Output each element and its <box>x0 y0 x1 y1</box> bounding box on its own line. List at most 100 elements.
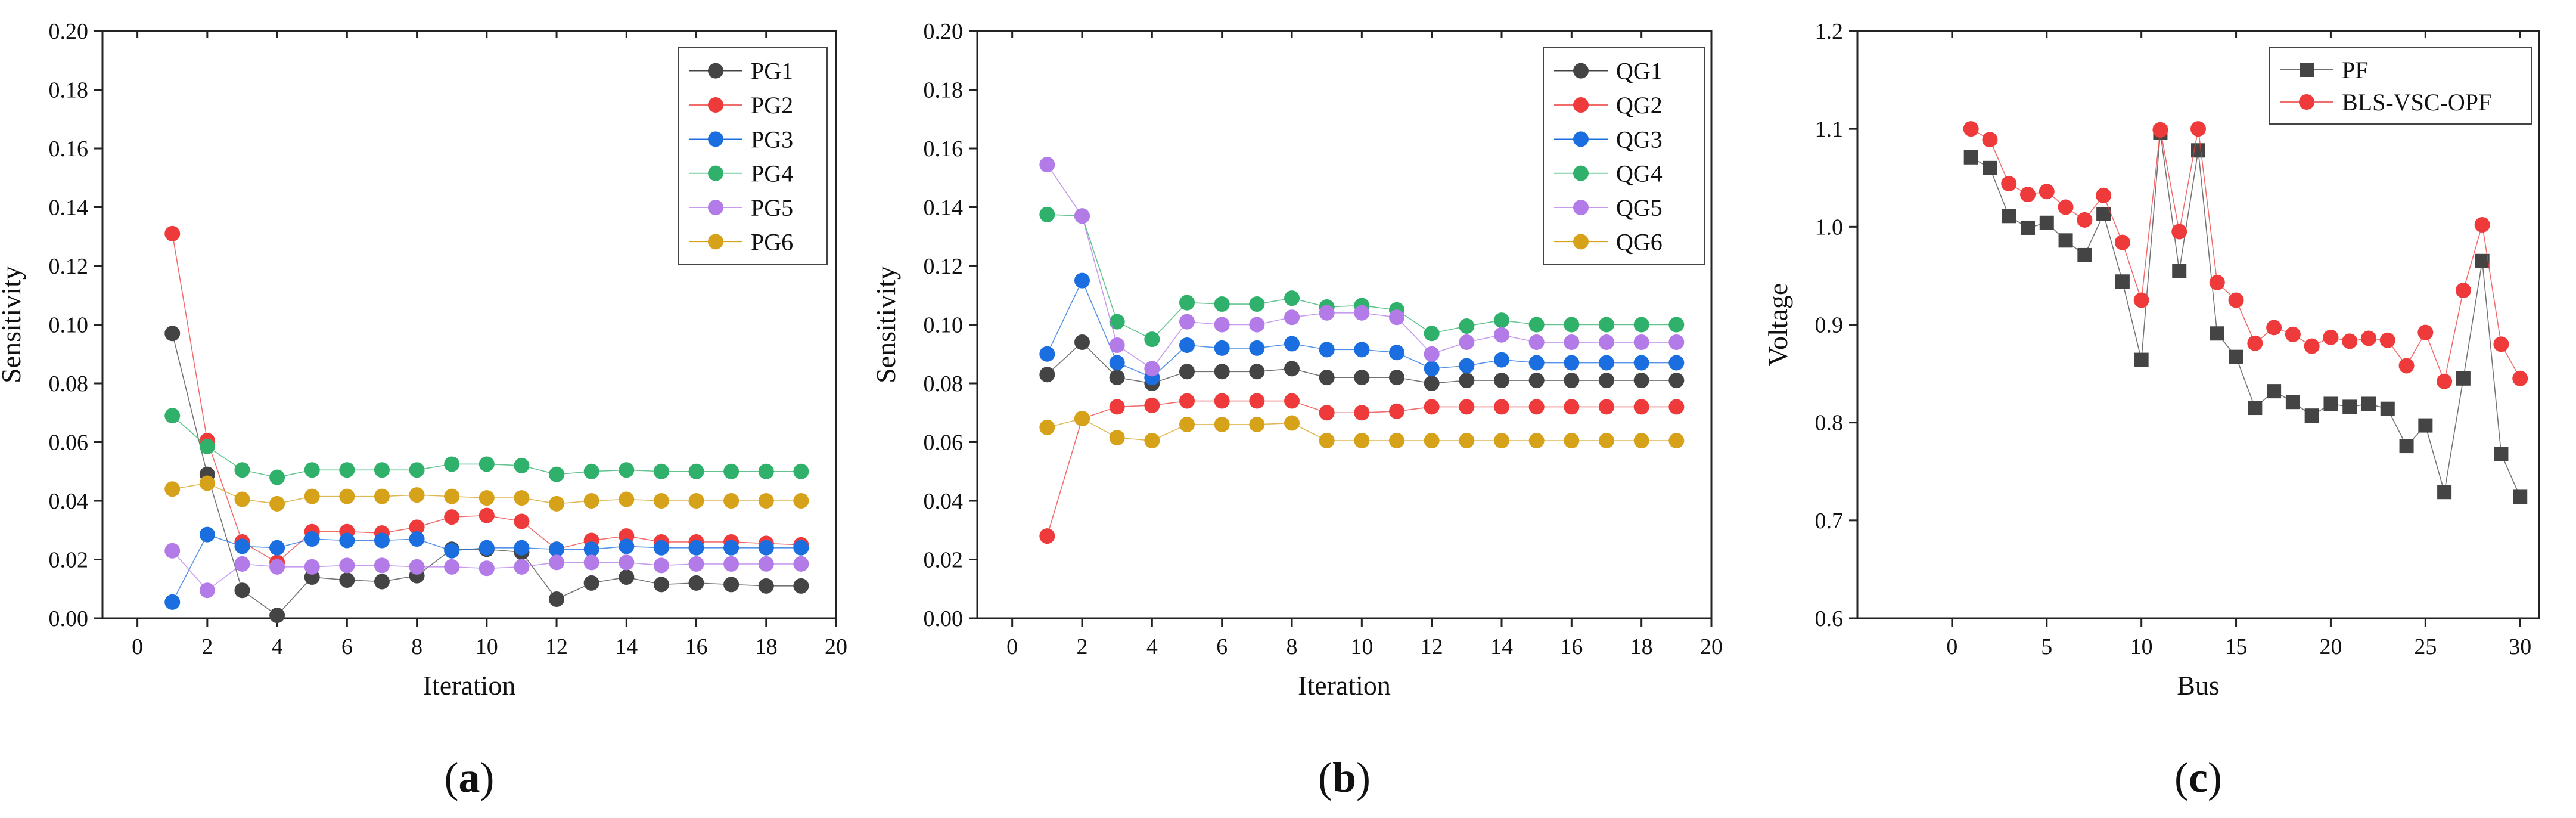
legend-marker <box>1573 97 1589 113</box>
data-point <box>199 438 215 454</box>
x-tick-label: 25 <box>2414 634 2437 659</box>
data-point <box>1179 337 1195 353</box>
legend-label: QG1 <box>1616 58 1663 85</box>
legend-marker <box>708 97 723 113</box>
series-qg3 <box>1039 272 1685 386</box>
data-point <box>409 531 425 547</box>
data-point <box>478 490 495 506</box>
data-point <box>793 578 809 594</box>
x-tick-label: 12 <box>545 634 568 659</box>
data-point <box>269 540 285 556</box>
data-point <box>1424 433 1440 449</box>
data-point <box>514 490 530 506</box>
data-point <box>1249 393 1265 409</box>
data-point <box>1354 305 1370 321</box>
data-point <box>374 462 390 478</box>
data-point <box>1319 370 1335 386</box>
y-axis-label: Voltage <box>1763 283 1793 367</box>
data-point <box>164 543 181 559</box>
data-point <box>1668 317 1685 333</box>
data-point <box>1354 370 1370 386</box>
legend-item-pf: PF <box>2280 57 2369 83</box>
data-point <box>1354 405 1370 421</box>
data-point <box>1109 430 1125 446</box>
data-point <box>1459 334 1475 351</box>
data-point <box>304 531 320 547</box>
x-tick-label: 12 <box>1421 634 1443 659</box>
data-point <box>1633 399 1649 415</box>
y-tick-label: 0.20 <box>924 19 964 44</box>
legend-label: PG4 <box>751 160 793 187</box>
data-point <box>1109 399 1125 415</box>
x-tick-label: 6 <box>341 634 353 659</box>
data-point <box>2001 176 2017 192</box>
series-qg5 <box>1039 157 1685 377</box>
data-point <box>1389 433 1404 449</box>
data-point <box>1074 272 1090 289</box>
data-point <box>1214 393 1230 409</box>
data-point <box>619 462 635 478</box>
data-point <box>549 466 565 482</box>
data-point <box>2342 333 2358 349</box>
data-point <box>1564 317 1580 333</box>
legend-item-pg5: PG5 <box>689 194 793 221</box>
x-tick-label: 18 <box>755 634 778 659</box>
x-tick-label: 16 <box>1560 634 1583 659</box>
legend-label: QG3 <box>1616 126 1663 153</box>
data-point <box>549 591 565 607</box>
data-point <box>2114 234 2130 250</box>
data-point <box>1494 327 1509 343</box>
panel-label: (c) <box>2174 754 2222 801</box>
data-point <box>2248 401 2263 416</box>
data-point <box>1494 433 1509 449</box>
data-point <box>409 487 425 503</box>
data-point <box>1494 352 1509 368</box>
data-point <box>1074 411 1090 427</box>
data-point <box>2058 233 2073 248</box>
data-point <box>199 475 215 491</box>
data-point <box>269 559 285 575</box>
data-point <box>1214 364 1230 380</box>
x-tick-label: 14 <box>1490 634 1513 659</box>
data-point <box>514 540 530 556</box>
data-point <box>2361 396 2376 411</box>
data-point <box>619 538 635 554</box>
data-point <box>1494 312 1509 329</box>
data-point <box>2494 447 2509 461</box>
data-point <box>2304 408 2319 423</box>
y-tick-label: 0.20 <box>49 19 89 44</box>
data-point <box>1354 342 1370 358</box>
data-point <box>1039 367 1055 383</box>
data-point <box>2247 335 2263 351</box>
data-point <box>2209 274 2225 290</box>
x-tick-label: 16 <box>685 634 708 659</box>
data-point <box>1528 373 1545 389</box>
data-point <box>478 540 495 556</box>
data-point <box>444 456 460 472</box>
data-point <box>549 495 565 512</box>
data-point <box>688 463 704 479</box>
data-point <box>2399 439 2414 454</box>
data-point <box>1039 157 1055 173</box>
legend-marker <box>708 200 723 215</box>
data-point <box>1459 318 1475 334</box>
y-tick-label: 0.9 <box>1815 313 1844 338</box>
data-point <box>653 463 669 479</box>
y-tick-label: 0.08 <box>49 371 89 396</box>
data-point <box>619 491 635 507</box>
data-point <box>2285 326 2301 342</box>
data-point <box>304 559 320 575</box>
data-point <box>1144 433 1160 449</box>
panel-b: 0 2 4 6 8 10 12 14 16 18 20 0.00 0.02 0.04 0.06 0.08 0.1… <box>871 19 1723 801</box>
data-point <box>2172 264 2187 278</box>
data-point <box>1144 361 1160 377</box>
data-point <box>1633 317 1649 333</box>
data-point <box>758 540 774 556</box>
legend-item-bls-vsc-opf: BLS-VSC-OPF <box>2280 89 2491 116</box>
legend-marker <box>1573 131 1589 147</box>
data-point <box>234 582 250 599</box>
data-point <box>1284 361 1300 377</box>
data-point <box>444 543 460 559</box>
data-point <box>619 554 635 571</box>
data-point <box>1284 309 1300 326</box>
